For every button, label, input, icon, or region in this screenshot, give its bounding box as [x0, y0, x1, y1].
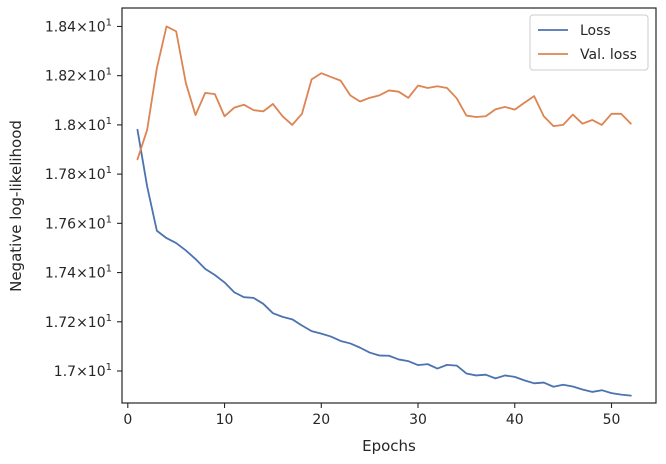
x-tick-label: 0 [123, 412, 132, 428]
x-tick-label: 40 [506, 412, 524, 428]
series-line-0 [136, 128, 632, 397]
x-tick-label: 20 [312, 412, 330, 428]
y-tick-label: 1.76×101 [45, 214, 112, 232]
series-layer [136, 25, 632, 397]
y-tick-label: 1.8×101 [54, 116, 112, 134]
y-tick-label: 1.82×101 [45, 67, 112, 85]
plot-frame [121, 7, 657, 404]
plot-background [122, 8, 656, 403]
x-axis-title: Epochs [362, 437, 416, 455]
y-axis-title: Negative log-likelihood [7, 120, 25, 292]
legend: Loss Val. loss [529, 14, 649, 71]
y-tick-label: 1.84×101 [45, 17, 112, 35]
y-tick-label: 1.78×101 [45, 165, 112, 183]
legend-label-loss: Loss [580, 23, 611, 39]
legend-box [529, 14, 649, 71]
legend-label-val-loss: Val. loss [580, 47, 637, 63]
x-tick-label: 30 [409, 412, 427, 428]
y-axis: 1.7×101 1.72×101 1.74×101 1.76×101 1.78×101 1… [45, 17, 122, 380]
x-tick-label: 50 [603, 412, 621, 428]
y-tick-label: 1.74×101 [45, 264, 112, 282]
x-axis: 0 10 20 30 40 50 [123, 403, 620, 428]
x-tick-label: 10 [216, 412, 234, 428]
y-tick-label: 1.7×101 [54, 362, 112, 380]
y-tick-label: 1.72×101 [45, 313, 112, 331]
series-line-1 [136, 25, 632, 161]
